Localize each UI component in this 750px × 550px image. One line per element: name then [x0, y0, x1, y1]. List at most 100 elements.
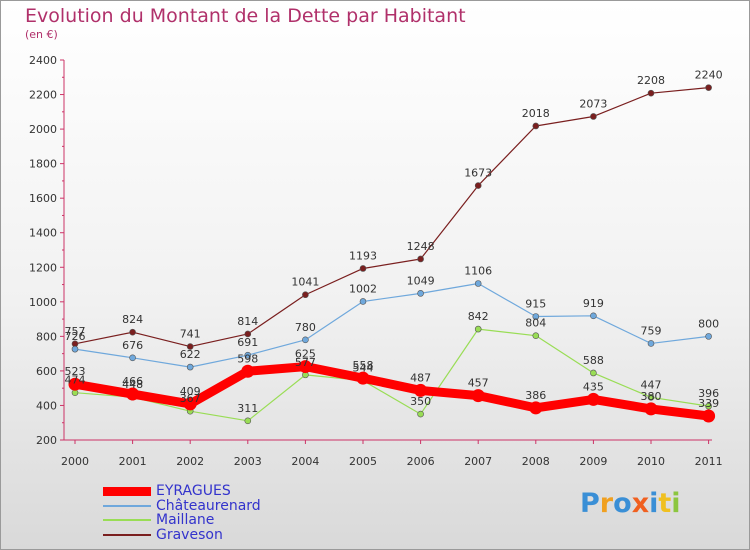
y-tick-label: 400: [36, 399, 57, 412]
legend-swatch-graveson: [103, 533, 151, 536]
legend: EYRAGUES Châteaurenard Maillane Graveson: [103, 484, 261, 542]
data-label-eyragues: 386: [525, 389, 546, 402]
data-label-eyragues: 457: [468, 377, 489, 390]
data-label-chateaurenard: 691: [237, 336, 258, 349]
data-label-graveson: 2018: [522, 107, 550, 120]
data-label-graveson: 1041: [291, 276, 319, 289]
series-line-eyragues: [70, 362, 714, 421]
data-labels-layer: 523 466 409 598 625 558 487 457 386 435 380 339 726 6…: [65, 69, 723, 415]
data-point-maillane: [705, 402, 712, 410]
legend-item-graveson: Graveson: [103, 526, 261, 543]
data-point-graveson: [590, 113, 597, 120]
data-label-maillane: 311: [237, 402, 258, 415]
data-label-graveson: 2073: [579, 97, 607, 110]
data-label-chateaurenard: 759: [641, 324, 662, 337]
y-tick-label: 1600: [29, 192, 57, 205]
data-point-chateaurenard: [71, 345, 79, 353]
x-tick-label: 2004: [291, 455, 319, 468]
data-point-eyragues: [356, 371, 370, 385]
y-tick-label: 2000: [29, 123, 57, 136]
data-point-chateaurenard: [647, 340, 655, 347]
data-point-eyragues: [298, 360, 312, 374]
x-tick-label: 2010: [637, 455, 665, 468]
legend-item-eyragues: EYRAGUES: [103, 484, 261, 499]
y-tick-label: 1200: [29, 261, 57, 274]
data-label-chateaurenard: 676: [122, 339, 143, 352]
data-point-graveson: [129, 328, 136, 336]
x-tick-label: 2003: [234, 455, 262, 468]
x-tick-label: 2002: [176, 455, 204, 468]
data-label-eyragues: 558: [353, 359, 374, 372]
x-tick-label: 2000: [61, 455, 89, 468]
data-point-eyragues: [644, 402, 658, 416]
data-label-chateaurenard: 1106: [464, 265, 492, 278]
data-label-graveson: 1673: [464, 167, 492, 180]
data-label-chateaurenard: 1002: [349, 282, 377, 295]
data-point-eyragues: [471, 389, 485, 403]
logo-letter: t: [658, 488, 672, 519]
data-point-graveson: [417, 255, 424, 263]
y-tick-label: 800: [36, 330, 57, 343]
data-label-maillane: 367: [180, 392, 201, 405]
series-line-maillane: [74, 328, 710, 422]
x-tick-label: 2008: [522, 455, 550, 468]
data-point-eyragues: [183, 397, 197, 411]
legend-label-chateaurenard: Châteaurenard: [156, 497, 261, 514]
data-point-eyragues: [702, 409, 716, 423]
legend-swatch-chateaurenard: [103, 504, 151, 507]
data-label-maillane: 474: [65, 374, 86, 387]
logo-letter: o: [613, 488, 632, 519]
data-label-maillane: 842: [468, 310, 489, 323]
data-label-maillane: 448: [122, 378, 143, 391]
y-tick-label: 2400: [29, 54, 57, 67]
data-point-chateaurenard: [417, 290, 424, 297]
x-tick-label: 2006: [407, 455, 435, 468]
data-point-graveson: [302, 291, 309, 299]
x-tick-label: 2007: [464, 455, 492, 468]
data-label-maillane: 577: [295, 356, 316, 369]
proxiti-logo: Proxiti: [580, 488, 681, 519]
y-tick-label: 1000: [29, 296, 57, 309]
data-label-maillane: 544: [353, 362, 374, 375]
data-point-chateaurenard: [359, 298, 367, 305]
y-tick-label: 1400: [29, 227, 57, 240]
data-label-eyragues: 598: [237, 352, 258, 365]
data-point-eyragues: [241, 364, 255, 378]
data-point-eyragues: [126, 387, 140, 401]
data-point-graveson: [474, 182, 482, 189]
axes: 200 400 600 800 1000 1200 1400 1600 1800 2000 2200…: [29, 54, 723, 468]
data-point-chateaurenard: [705, 333, 712, 340]
data-label-eyragues: 409: [180, 385, 201, 398]
data-label-eyragues: 466: [122, 375, 143, 388]
data-label-graveson: 741: [180, 328, 201, 341]
data-point-maillane: [532, 332, 540, 339]
data-point-graveson: [705, 84, 712, 91]
data-label-graveson: 2240: [695, 69, 723, 82]
data-point-maillane: [474, 325, 482, 333]
data-label-graveson: 757: [65, 325, 86, 338]
legend-swatch-eyragues: [103, 486, 151, 496]
data-label-eyragues: 339: [698, 397, 719, 410]
data-label-chateaurenard: 622: [180, 348, 201, 361]
data-label-graveson: 814: [237, 315, 258, 328]
legend-label-graveson: Graveson: [156, 526, 223, 543]
data-point-chateaurenard: [129, 354, 136, 362]
data-point-eyragues: [586, 392, 600, 406]
chart-title: Evolution du Montant de la Dette par Hab…: [25, 5, 466, 27]
data-point-chateaurenard: [474, 280, 482, 287]
data-label-chateaurenard: 780: [295, 321, 316, 334]
data-point-maillane: [647, 394, 655, 401]
data-label-chateaurenard: 919: [583, 297, 604, 310]
data-label-eyragues: 380: [641, 390, 662, 403]
data-point-graveson: [532, 122, 540, 130]
data-label-chateaurenard: 1049: [407, 274, 435, 287]
logo-letter: P: [580, 488, 600, 519]
data-label-chateaurenard: 726: [65, 330, 86, 343]
series-line-chateaurenard: [74, 282, 710, 368]
data-point-chateaurenard: [244, 351, 252, 359]
data-point-graveson: [359, 265, 367, 272]
x-tick-label: 2005: [349, 455, 377, 468]
data-point-graveson: [186, 343, 194, 350]
x-tick-label: 2001: [119, 455, 147, 468]
